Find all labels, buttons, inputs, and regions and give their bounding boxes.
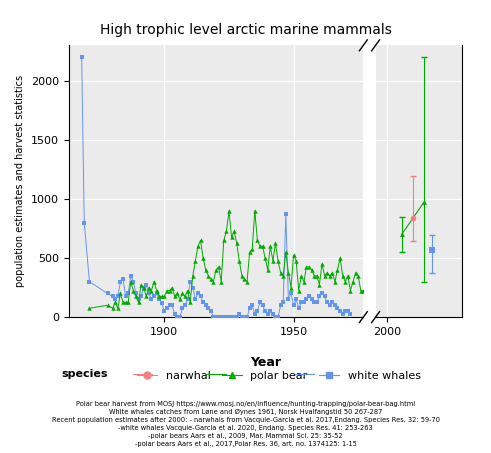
Text: species: species	[61, 369, 108, 379]
Legend: narwhal, polar bear, white whales: narwhal, polar bear, white whales	[132, 366, 425, 386]
Text: Polar bear harvest from MOSJ https://www.mosj.no/en/influence/hunting-trapping/p: Polar bear harvest from MOSJ https://www…	[52, 401, 439, 447]
Y-axis label: population estimates and harvest statistics: population estimates and harvest statist…	[15, 75, 26, 287]
Text: Year: Year	[249, 356, 281, 369]
Text: High trophic level arctic marine mammals: High trophic level arctic marine mammals	[100, 23, 391, 37]
